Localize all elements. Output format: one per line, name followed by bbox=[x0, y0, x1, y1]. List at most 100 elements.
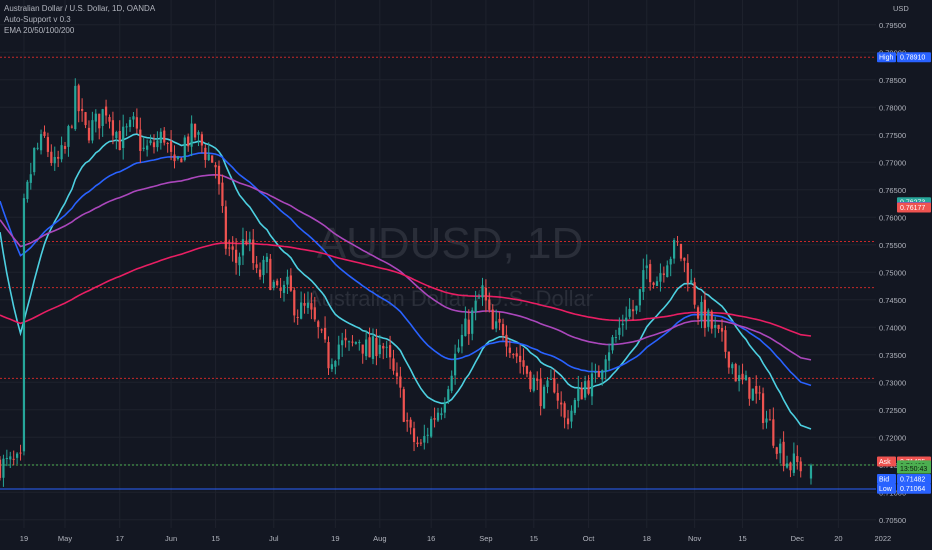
candle-body bbox=[785, 463, 789, 468]
candle-body bbox=[748, 377, 751, 399]
y-tick-label: 0.76500 bbox=[879, 186, 906, 195]
candle-body bbox=[563, 403, 566, 418]
candle-body bbox=[779, 443, 782, 454]
time-axis[interactable]: 19 May 17 Jun 15 Jul 19 Aug 16 Sep 15 Oct 18 Nov 15 Dec… bbox=[20, 534, 891, 543]
candle-body bbox=[204, 147, 207, 160]
candle-body bbox=[625, 317, 628, 322]
candle-body bbox=[385, 346, 388, 348]
candle-body bbox=[193, 124, 197, 138]
legend-indicator-ema[interactable]: EMA 20/50/100/200 bbox=[4, 26, 75, 35]
y-tick-label: 0.79500 bbox=[879, 21, 906, 30]
candle-body bbox=[628, 308, 631, 317]
x-tick-label: 16 bbox=[427, 534, 435, 543]
candle-body bbox=[659, 273, 662, 282]
candle-body bbox=[15, 453, 19, 458]
candle-body bbox=[183, 137, 186, 160]
candle-body bbox=[265, 256, 269, 262]
candle-body bbox=[604, 359, 607, 372]
candle-body bbox=[303, 303, 306, 306]
candle-body bbox=[173, 154, 176, 162]
price-badge-tag bbox=[877, 456, 896, 467]
candle-body bbox=[631, 309, 635, 312]
candle-body bbox=[717, 324, 720, 329]
candle-body bbox=[74, 85, 77, 130]
candle-body bbox=[19, 452, 22, 454]
candle-body bbox=[768, 419, 772, 421]
symbol-watermark: AUDUSD, 1D Australian Dollar / U.S. Doll… bbox=[307, 219, 593, 311]
candle-body bbox=[501, 324, 505, 336]
candle-body bbox=[142, 147, 145, 149]
candle-body bbox=[320, 329, 323, 331]
candle-body bbox=[125, 126, 128, 128]
candle-body bbox=[666, 265, 669, 278]
candle-body bbox=[334, 360, 337, 367]
candle-body bbox=[149, 140, 152, 144]
candle-body bbox=[327, 342, 330, 369]
candle-body bbox=[580, 388, 583, 400]
candle-body bbox=[200, 134, 204, 146]
candle-body bbox=[484, 287, 488, 301]
legend-symbol[interactable]: Australian Dollar / U.S. Dollar, 1D, OAN… bbox=[4, 4, 156, 13]
candle-body bbox=[447, 389, 450, 401]
x-tick-label: Nov bbox=[688, 534, 702, 543]
candle-body bbox=[279, 287, 282, 291]
ema-lines bbox=[0, 133, 812, 430]
y-tick-label: 0.73000 bbox=[879, 378, 906, 387]
x-tick-label: 20 bbox=[834, 534, 842, 543]
candle-body bbox=[450, 375, 453, 391]
y-tick-label: 0.74000 bbox=[879, 323, 906, 332]
candle-body bbox=[122, 126, 125, 149]
candle-body bbox=[176, 156, 180, 159]
candle-body bbox=[467, 319, 470, 335]
candle-body bbox=[365, 339, 368, 357]
candle-body bbox=[792, 453, 795, 473]
candle-body bbox=[392, 358, 395, 371]
candle-body bbox=[430, 418, 433, 437]
candle-body bbox=[351, 341, 354, 343]
candle-body bbox=[111, 120, 115, 136]
candle-body bbox=[139, 129, 142, 151]
candle-body bbox=[87, 127, 91, 141]
candle-body bbox=[46, 137, 50, 152]
x-tick-label: 19 bbox=[331, 534, 339, 543]
candle-body bbox=[566, 418, 570, 425]
price-badge-label: High bbox=[879, 55, 894, 62]
candle-body bbox=[22, 198, 26, 452]
candle-body bbox=[406, 420, 409, 422]
candle-body bbox=[744, 375, 748, 381]
price-badge bbox=[897, 202, 931, 213]
candle-body bbox=[553, 378, 556, 393]
candle-body bbox=[440, 413, 443, 416]
price-badge-value: 13:50:43 bbox=[900, 466, 927, 473]
candle-body bbox=[710, 311, 713, 329]
candle-body bbox=[382, 345, 385, 349]
candle-body bbox=[293, 290, 296, 316]
price-badge bbox=[897, 52, 931, 63]
x-tick-label: Jun bbox=[165, 534, 177, 543]
y-tick-label: 0.75500 bbox=[879, 241, 906, 250]
y-tick-label: 0.78000 bbox=[879, 103, 906, 112]
candle-body bbox=[252, 239, 255, 264]
ema-line-20 bbox=[0, 133, 812, 430]
y-tick-label: 0.76000 bbox=[879, 213, 906, 222]
candle-body bbox=[498, 318, 501, 323]
candle-body bbox=[306, 302, 310, 308]
candle-body bbox=[433, 418, 436, 420]
candle-body bbox=[207, 154, 210, 161]
candle-body bbox=[341, 340, 344, 346]
candle-body bbox=[645, 265, 648, 269]
candle-body bbox=[101, 109, 104, 127]
candle-body bbox=[77, 85, 80, 112]
candle-body bbox=[539, 379, 542, 407]
legend-indicator-autosupport[interactable]: Auto-Support v 0.3 bbox=[4, 15, 71, 24]
candle-body bbox=[310, 303, 313, 310]
candle-body bbox=[495, 321, 498, 329]
candle-body bbox=[282, 284, 286, 293]
candle-body bbox=[286, 276, 289, 285]
candle-body bbox=[727, 351, 730, 368]
candle-body bbox=[81, 108, 84, 111]
price-badge-label: Low bbox=[879, 486, 893, 493]
candle-body bbox=[464, 318, 467, 337]
candle-body bbox=[652, 282, 655, 285]
